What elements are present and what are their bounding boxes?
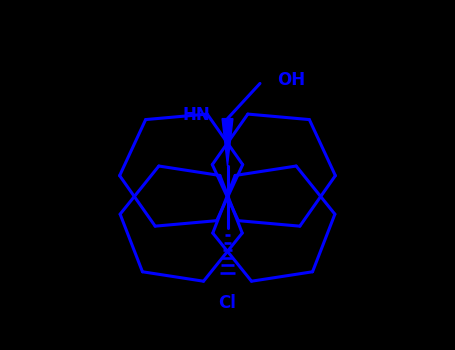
Text: HN: HN (182, 106, 210, 125)
Text: OH: OH (277, 71, 305, 89)
Text: Cl: Cl (218, 294, 237, 312)
Polygon shape (222, 119, 233, 166)
